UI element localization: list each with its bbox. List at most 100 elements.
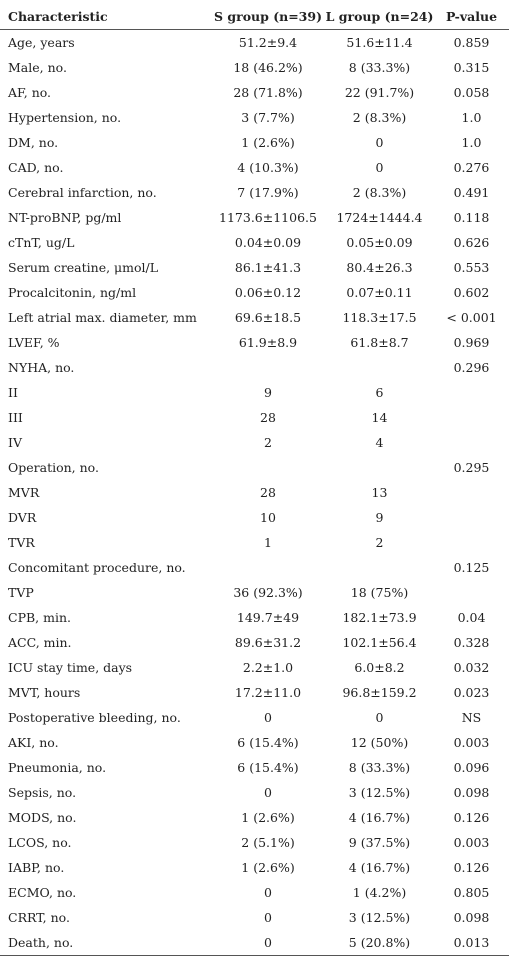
table-row: Age, years 51.2±9.4 51.6±11.4 0.859 [0,30,509,56]
cell-l-group [323,355,436,380]
cell-l-group: 1724±1444.4 [336,210,423,225]
cell-s-group [213,355,323,380]
cell-p-value: 0.125 [453,560,490,575]
cell-p-value: 0.003 [453,735,490,750]
table-row: MVR 28 13 [0,480,509,505]
cell-characteristic: CPB, min. [8,610,71,625]
cell-l-group: 102.1±56.4 [342,635,417,650]
table-row: CAD, no. 4 (10.3%) 0 0.276 [0,155,509,180]
cell-s-group: 0 [264,910,272,925]
cell-l-group: 182.1±73.9 [342,610,417,625]
cell-s-group: 10 [260,510,276,525]
cell-p-value: NS [461,710,482,725]
table-row: Serum creatine, μmol/L 86.1±41.3 80.4±26.3… [0,255,509,280]
cell-l-group [323,555,436,580]
cell-p-value: < 0.001 [446,310,497,325]
cell-s-group: 1 (2.6%) [241,135,295,150]
cell-p-value: 0.859 [453,35,490,50]
table-row: II 9 6 [0,380,509,405]
cell-l-group: 118.3±17.5 [342,310,417,325]
cell-characteristic: Hypertension, no. [8,110,122,125]
table-row: Pneumonia, no. 6 (15.4%) 8 (33.3%) 0.096 [0,755,509,780]
cell-s-group: 6 (15.4%) [237,760,299,775]
cell-characteristic: ECMO, no. [8,885,77,900]
cell-characteristic: AKI, no. [8,735,59,750]
table-row: III 28 14 [0,405,509,430]
cell-s-group: 51.2±9.4 [238,35,298,50]
cell-l-group: 9 [375,510,384,525]
cell-characteristic: DM, no. [8,135,59,150]
cell-p-value [436,430,509,455]
table-row: Death, no. 0 5 (20.8%) 0.013 [0,930,509,956]
table-row: ICU stay time, days 2.2±1.0 6.0±8.2 0.032 [0,655,509,680]
cell-s-group: 0 [213,930,323,956]
cell-l-group: 0 [375,710,384,725]
table-row: AKI, no. 6 (15.4%) 12 (50%) 0.003 [0,730,509,755]
table-row: DM, no. 1 (2.6%) 0 1.0 [0,130,509,155]
cell-p-value [436,405,509,430]
cell-characteristic: TVR [8,535,35,550]
cell-p-value: 0.126 [453,810,490,825]
cell-p-value: 0.296 [453,360,490,375]
cell-characteristic: MVR [8,485,40,500]
cell-s-group: 6 (15.4%) [237,735,299,750]
table-row: cTnT, ug/L 0.04±0.09 0.05±0.09 0.626 [0,230,509,255]
cell-p-value [436,580,509,605]
cell-l-group: 8 (33.3%) [348,60,411,75]
table-row: Procalcitonin, ng/ml 0.06±0.12 0.07±0.11 0.… [0,280,509,305]
cell-p-value: 0.969 [453,335,490,350]
table-row: Left atrial max. diameter, mm 69.6±18.5 11… [0,305,509,330]
cell-p-value [436,380,509,405]
cell-l-group: 0 [375,135,384,150]
cell-characteristic: III [8,410,23,425]
cell-s-group: 0 [264,785,272,800]
cell-characteristic: Operation, no. [8,460,99,475]
cell-s-group: 28 [260,485,276,500]
cell-characteristic: Male, no. [8,60,67,75]
cell-p-value: 0.626 [453,235,490,250]
cell-s-group: 28 [260,410,276,425]
cell-p-value: 0.058 [453,85,490,100]
cell-characteristic: NYHA, no. [8,360,75,375]
header-l-group: L group (n=24) [323,4,436,30]
cell-l-group: 13 [371,485,388,500]
cell-s-group: 2 [264,435,272,450]
cell-l-group: 2 [375,535,384,550]
header-s-group: S group (n=39) [213,4,323,30]
cell-l-group: 18 (75%) [350,585,409,600]
cell-characteristic: Left atrial max. diameter, mm [8,310,197,325]
header-p-value: P-value [436,4,509,30]
table-row: MODS, no. 1 (2.6%) 4 (16.7%) 0.126 [0,805,509,830]
cell-p-value: 0.328 [453,635,490,650]
cell-l-group [323,455,436,480]
cell-p-value [436,480,509,505]
cell-p-value: 0.491 [453,185,490,200]
cell-characteristic: ICU stay time, days [8,660,133,675]
cell-l-group: 14 [371,410,388,425]
table-row: NT-proBNP, pg/ml 1173.6±1106.5 1724±1444.4… [0,205,509,230]
cell-l-group: 2 (8.3%) [352,110,407,125]
cell-p-value: 0.096 [453,760,490,775]
cell-l-group: 22 (91.7%) [344,85,415,100]
cell-s-group: 0 [264,885,272,900]
cell-characteristic: ACC, min. [8,635,72,650]
cell-l-group: 12 (50%) [350,735,409,750]
cell-characteristic: Postoperative bleeding, no. [8,710,181,725]
cell-characteristic: Death, no. [0,930,213,956]
table-row: TVP 36 (92.3%) 18 (75%) [0,580,509,605]
cell-p-value: 0.276 [453,160,490,175]
cell-s-group: 9 [264,385,272,400]
cell-p-value: 0.098 [453,785,490,800]
cell-p-value: 0.295 [453,460,490,475]
cell-s-group: 3 (7.7%) [241,110,295,125]
cell-p-value: 0.04 [457,610,486,625]
cell-s-group: 7 (17.9%) [237,185,299,200]
cell-characteristic: IV [8,435,22,450]
table-row: Operation, no. 0.295 [0,455,509,480]
cell-characteristic: MVT, hours [8,685,81,700]
cell-characteristic: Pneumonia, no. [8,760,107,775]
table-row: LCOS, no. 2 (5.1%) 9 (37.5%) 0.003 [0,830,509,855]
cell-p-value: 0.118 [453,210,490,225]
table-row: DVR 10 9 [0,505,509,530]
